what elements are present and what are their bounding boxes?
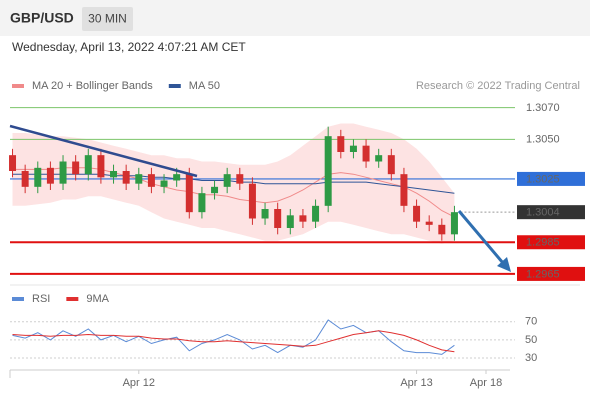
candle-body (349, 145, 357, 152)
candle-body (362, 145, 370, 162)
rsi-panel: RSI 9MA 30 50 70 Apr 12 Apr 13 Apr 18 (10, 293, 537, 389)
candle-body (72, 161, 80, 175)
candle-body (84, 155, 92, 175)
candle-body (135, 174, 143, 184)
candle-body (236, 174, 244, 184)
candle-body (261, 209, 269, 219)
timestamp: Wednesday, April 13, 2022 4:07:21 AM CET (12, 40, 246, 54)
credit: Research © 2022 Trading Central (416, 80, 580, 92)
candle-body (185, 174, 193, 213)
y-tick-label: 30 (525, 352, 537, 364)
candle-body (110, 171, 118, 178)
candle-body (160, 180, 168, 187)
candle-body (286, 215, 294, 228)
candle-body (248, 183, 256, 219)
level-label: 1.3004 (526, 207, 560, 219)
y-tick-label: 50 (525, 334, 537, 346)
candle-body (122, 171, 130, 184)
candle-body (450, 212, 458, 235)
y-tick-label: 70 (525, 316, 537, 328)
indicator-line (12, 319, 455, 355)
candle-body (413, 205, 421, 222)
candle-body (400, 174, 408, 206)
legend-label: MA 20 + Bollinger Bands (32, 80, 153, 92)
level-label: 1.2965 (526, 268, 560, 280)
interval: 30 MIN (88, 12, 127, 26)
candle-body (387, 155, 395, 175)
candle-body (425, 221, 433, 225)
x-tick-label: Apr 12 (123, 377, 155, 389)
candle-body (59, 161, 67, 184)
price-panel: MA 20 + Bollinger Bands MA 50 1.3070 1.3050… (9, 80, 585, 281)
candle-body (9, 155, 17, 171)
legend-label: 9MA (86, 293, 109, 305)
level-label-box (517, 171, 585, 186)
level-label-box (517, 205, 585, 220)
ma50-line (12, 173, 455, 194)
candle-body (312, 205, 320, 222)
level-label: 1.2985 (526, 237, 560, 249)
legend-label: MA 50 (189, 80, 220, 92)
candle-body (97, 155, 105, 178)
level-label: 1.3070 (526, 102, 560, 114)
candle-body (147, 174, 155, 187)
interval-badge[interactable] (82, 7, 133, 31)
candle-body (173, 174, 181, 181)
candle-body (299, 215, 307, 222)
candle-body (21, 171, 29, 187)
legend-label: RSI (32, 293, 50, 305)
level-label-box (517, 266, 585, 281)
x-tick-label: Apr 18 (470, 377, 502, 389)
candle-body (438, 224, 446, 235)
candle-body (211, 186, 219, 194)
level-label: 1.3050 (526, 134, 560, 146)
arrow-head (497, 257, 511, 272)
candle-body (337, 136, 345, 152)
bollinger-band (12, 123, 455, 244)
candle-body (274, 209, 282, 228)
candle-body (34, 167, 42, 187)
candle-body (375, 155, 383, 162)
candle-body (46, 167, 54, 184)
level-label: 1.3025 (526, 173, 560, 185)
x-tick-label: Apr 13 (400, 377, 432, 389)
indicator-line (12, 330, 455, 353)
trend-line (9, 124, 198, 178)
level-label-box (517, 235, 585, 250)
symbol: GBP/USD (10, 10, 74, 26)
candle-body (198, 193, 206, 213)
forecast-arrow (457, 210, 505, 264)
candle-body (324, 136, 332, 206)
candle-body (223, 174, 231, 187)
